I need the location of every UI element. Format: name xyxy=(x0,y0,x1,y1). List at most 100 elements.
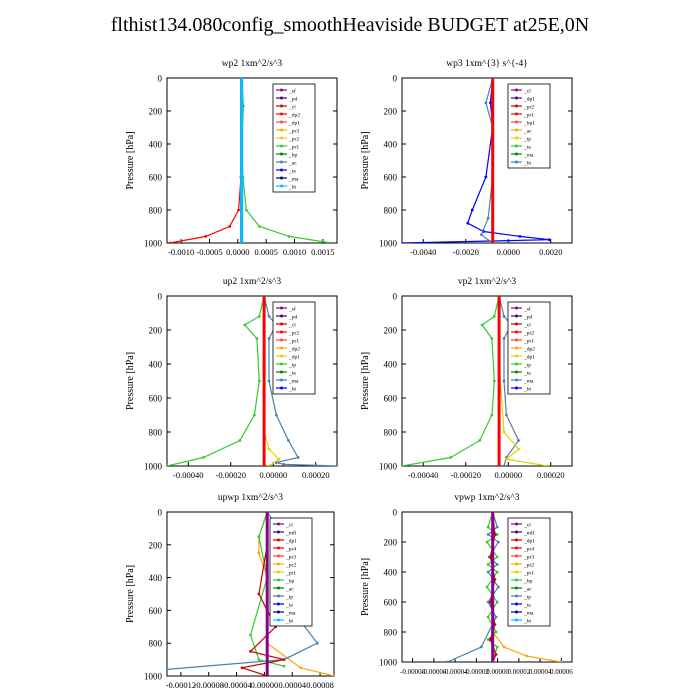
series-point xyxy=(262,430,266,434)
legend-marker xyxy=(277,554,280,558)
legend-marker xyxy=(280,88,283,92)
legend-label: _pr1 xyxy=(523,339,534,345)
series-point xyxy=(299,666,302,670)
chart-panel-3: up2 1xm^2/s^3 Pressure [hPa] 0 200 400 600 800… xyxy=(125,277,338,480)
legend-label: _dp1 xyxy=(288,355,300,361)
x-tick-label: -0.0005 xyxy=(196,247,222,257)
series-point xyxy=(484,175,488,179)
legend-label: _sf xyxy=(523,306,531,313)
series-point xyxy=(287,235,291,238)
legend-label: _pr1 xyxy=(285,571,296,577)
legend-marker xyxy=(280,168,283,172)
legend-label: _ta xyxy=(523,371,531,377)
series-point xyxy=(282,658,286,661)
legend-marker xyxy=(277,586,280,590)
x-tick-label: 0.0020 xyxy=(539,247,562,257)
series-point xyxy=(315,641,319,645)
series-group xyxy=(402,78,551,243)
series-point xyxy=(255,337,259,340)
series-point xyxy=(267,337,271,340)
legend-marker xyxy=(280,104,283,108)
legend-label: _bt xyxy=(523,161,532,167)
legend-marker xyxy=(515,96,518,100)
series-point xyxy=(490,337,494,340)
legend-marker xyxy=(515,88,518,92)
y-tick-label: 200 xyxy=(384,326,398,336)
legend-marker xyxy=(515,338,518,342)
series-point xyxy=(238,439,242,442)
legend-label: _bp1 xyxy=(523,121,535,127)
legend-marker xyxy=(277,618,280,622)
y-tick-label: 400 xyxy=(149,573,163,583)
chart-title: up2 1xm^2/s^3 xyxy=(223,277,282,287)
series-line-pr1 xyxy=(249,512,285,667)
series-point xyxy=(485,540,489,544)
series-point xyxy=(486,563,490,566)
legend-label: _ac xyxy=(288,161,297,167)
legend-marker xyxy=(280,112,283,116)
legend-marker xyxy=(280,96,283,100)
y-axis-label: Pressure [hPa] xyxy=(125,131,136,189)
legend-label: _pr2 xyxy=(288,331,299,337)
series-point xyxy=(240,241,243,243)
legend-marker xyxy=(277,570,280,574)
series-point xyxy=(486,570,490,574)
legend-marker xyxy=(280,346,283,350)
legend-marker xyxy=(280,306,283,310)
series-point xyxy=(265,674,269,676)
legend-marker xyxy=(515,554,518,558)
y-axis-label: Pressure [hPa] xyxy=(360,558,371,616)
legend-marker xyxy=(515,160,518,164)
legend-marker xyxy=(277,546,280,550)
series-point xyxy=(497,328,501,332)
y-tick-label: 0 xyxy=(393,292,398,302)
series-point xyxy=(502,430,506,434)
series-point xyxy=(486,600,490,604)
series-group xyxy=(402,296,550,466)
legend-label: _tp xyxy=(523,363,531,369)
legend-marker xyxy=(277,578,280,582)
series-point xyxy=(493,578,497,581)
series-point xyxy=(296,456,300,459)
legend-marker xyxy=(515,346,518,350)
series-point xyxy=(486,615,490,619)
x-tick-label: -0.0040 xyxy=(410,247,436,257)
x-tick-label: -0.00004 xyxy=(221,680,252,690)
legend-label: _ma xyxy=(288,177,299,183)
x-tick-label: -0.00004 xyxy=(443,668,469,676)
series-point xyxy=(496,585,500,589)
series-point xyxy=(491,600,495,604)
legend-label: _pr2 xyxy=(288,137,299,143)
series-point xyxy=(257,535,261,538)
legend-marker xyxy=(280,354,283,358)
series-point xyxy=(495,555,499,559)
series-point xyxy=(525,654,529,658)
legend-label: _ta xyxy=(523,603,531,609)
series-point xyxy=(332,674,334,676)
x-tick-label: -0.00008 xyxy=(194,680,224,690)
series-point xyxy=(491,208,495,212)
x-tick-label: 0.00006 xyxy=(550,668,573,676)
y-tick-label: 0 xyxy=(158,292,163,302)
x-tick-label: 0.0000 xyxy=(497,247,520,257)
x-tick-label: -0.00002 xyxy=(464,668,490,676)
legend-label: _bt xyxy=(523,387,532,393)
legend-label: _ma xyxy=(523,153,534,159)
y-tick-label: 600 xyxy=(149,173,163,183)
legend-marker xyxy=(280,314,283,318)
series-point xyxy=(492,315,496,318)
legend-label: _dp2 xyxy=(288,113,300,119)
y-tick-label: 1000 xyxy=(379,658,398,668)
series-point xyxy=(228,225,232,228)
series-point xyxy=(485,585,489,589)
legend-marker xyxy=(280,370,283,374)
series-point xyxy=(265,576,269,579)
series-point xyxy=(167,668,169,671)
series-point xyxy=(262,328,266,332)
legend-marker xyxy=(515,610,518,614)
legend-marker xyxy=(280,184,283,188)
y-axis-label: Pressure [hPa] xyxy=(360,131,371,189)
series-point xyxy=(495,533,499,536)
series-point xyxy=(547,238,551,242)
legend-label: _ma xyxy=(523,611,534,617)
